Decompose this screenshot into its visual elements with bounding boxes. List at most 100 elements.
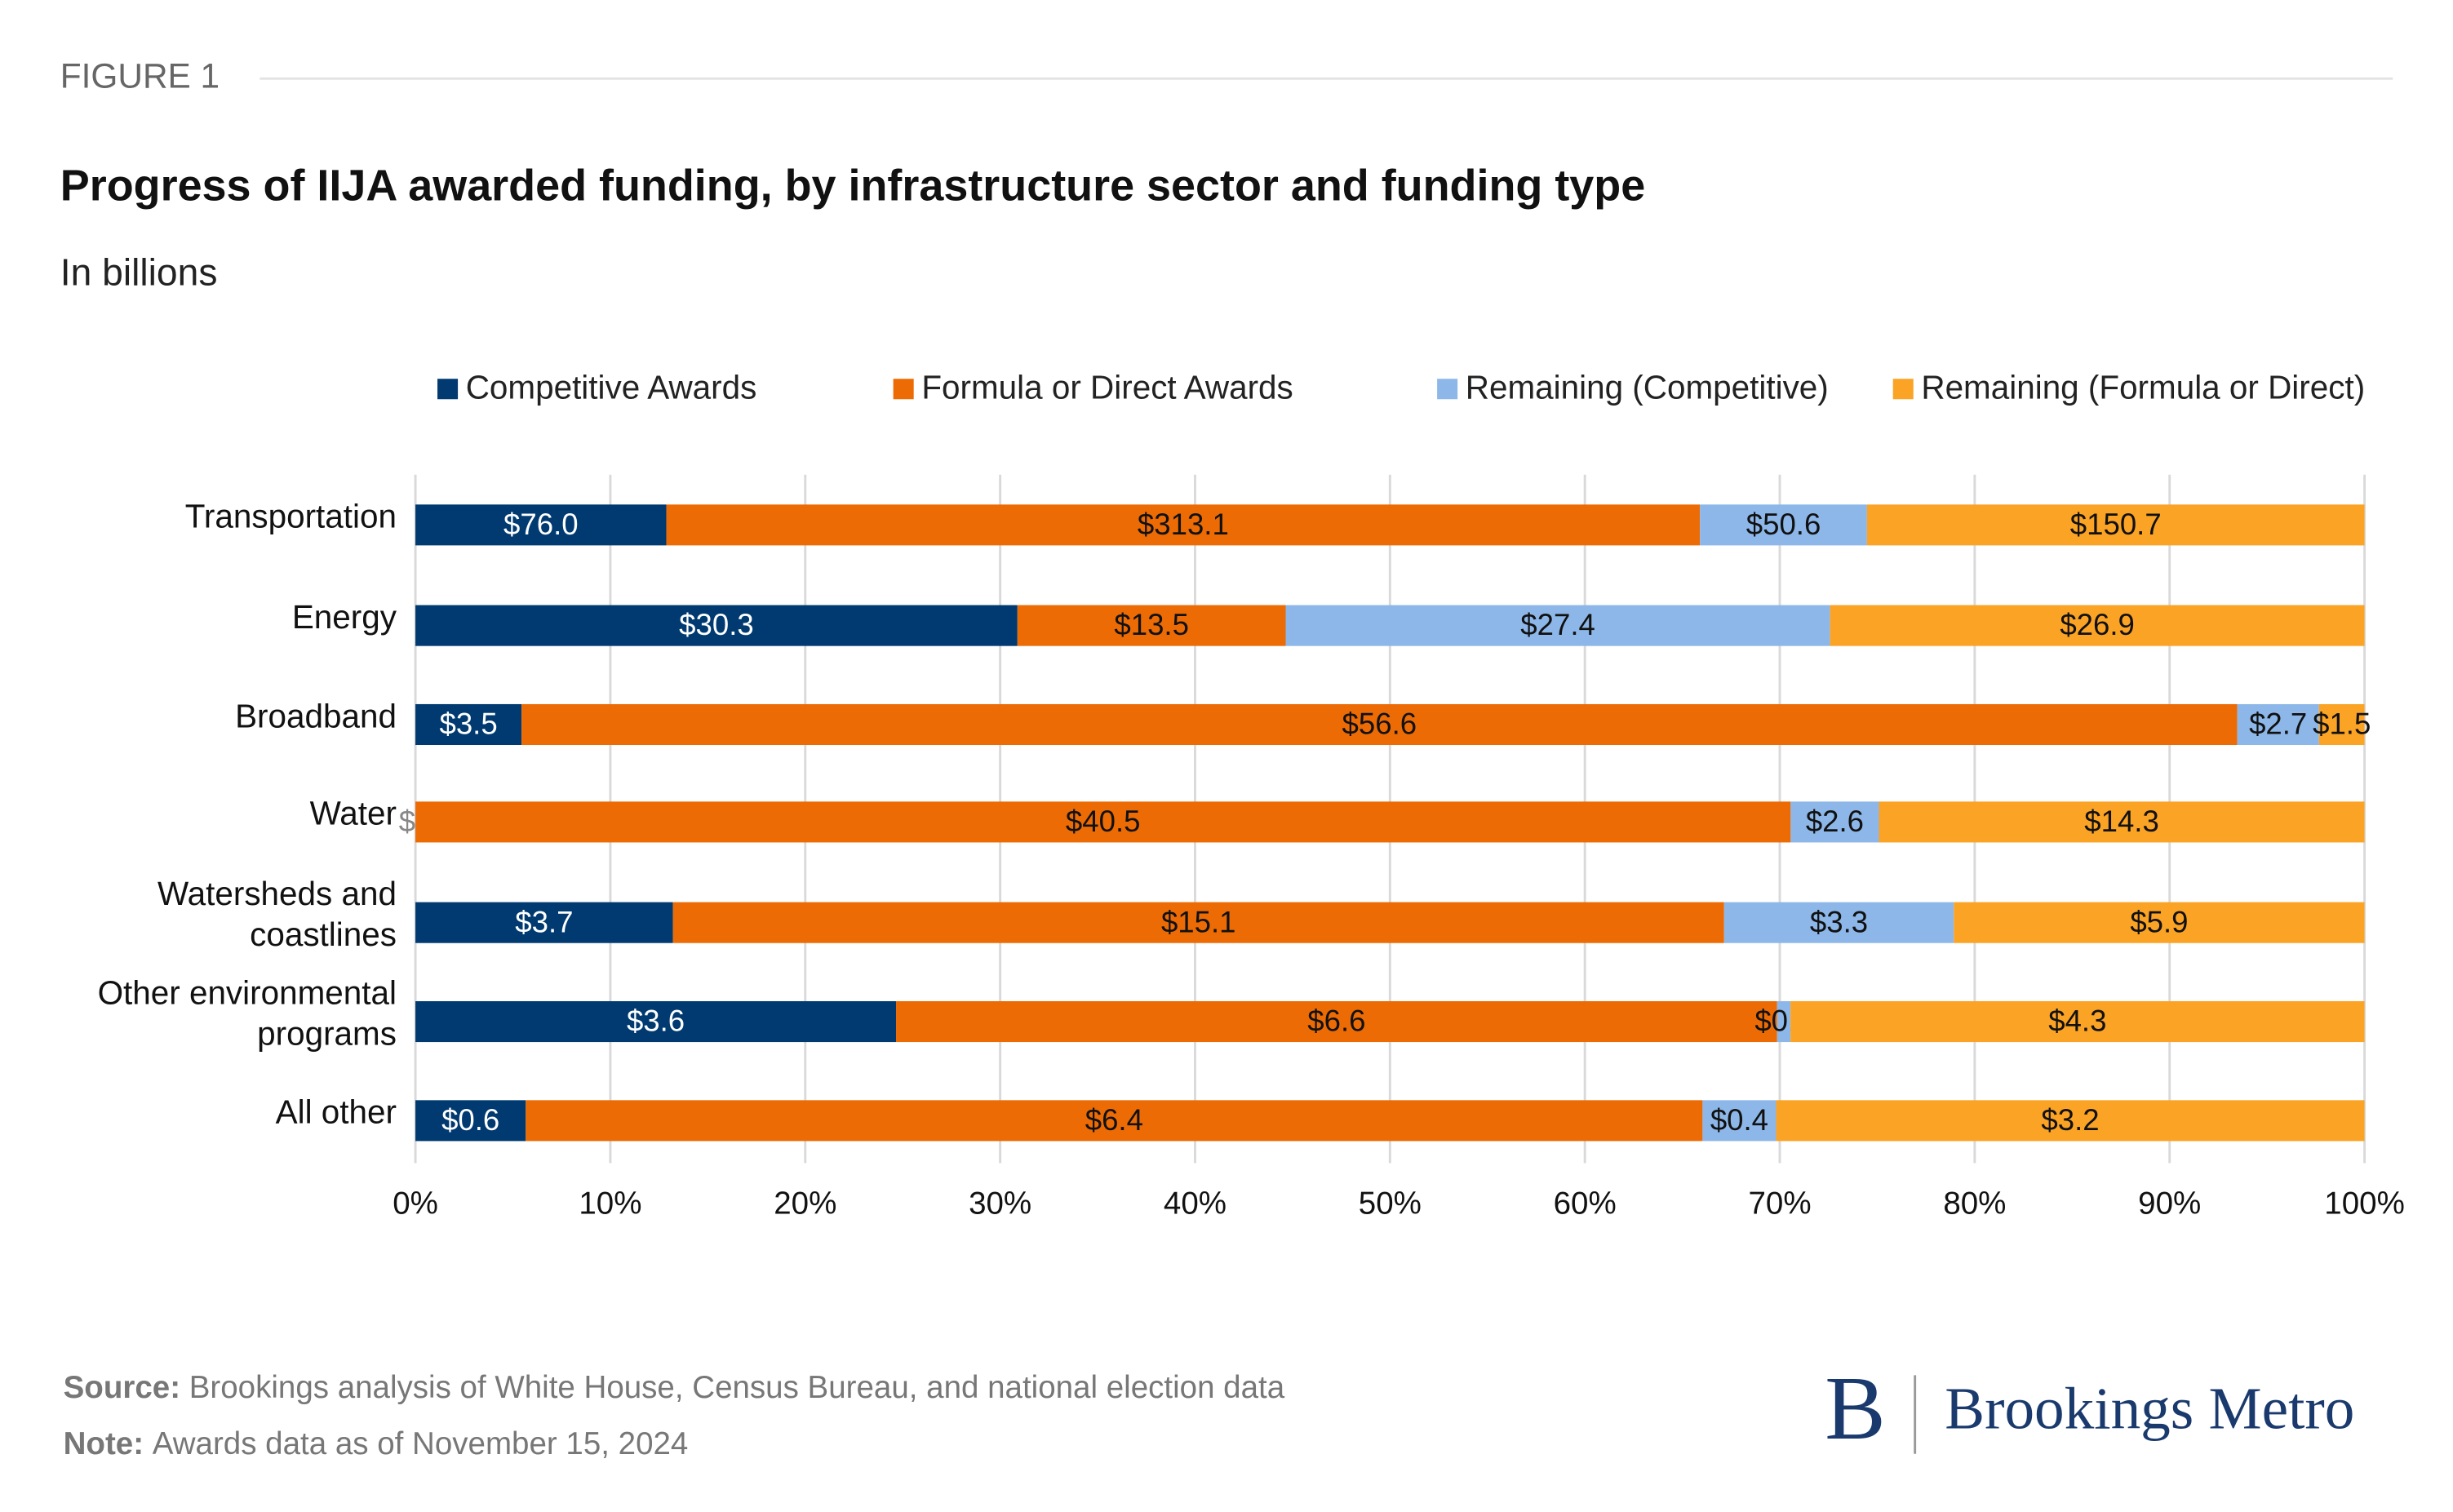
bar-segment <box>1700 504 1867 546</box>
x-tick-label: 30% <box>969 1186 1031 1222</box>
value-label: $6.6 <box>1307 1004 1365 1038</box>
category-line: Transportation <box>185 497 397 534</box>
bar-segment <box>896 1000 1777 1043</box>
value-label: $56.6 <box>1342 707 1417 741</box>
value-label: $150.7 <box>2070 508 2162 541</box>
note: Note: Awards data as of November 15, 202… <box>64 1426 689 1461</box>
y-tick-label: Energy <box>292 598 397 636</box>
category-line: Water <box>310 794 397 831</box>
legend-label: Formula or Direct Awards <box>921 368 1293 406</box>
bar-segment <box>1723 902 1954 943</box>
x-tick-label: 60% <box>1554 1186 1617 1222</box>
bar-segment <box>1017 605 1286 646</box>
value-label: $6.4 <box>1085 1103 1143 1137</box>
legend-label: Remaining (Competitive) <box>1466 368 1829 406</box>
legend-swatch <box>1892 379 1914 400</box>
bar-segment <box>415 605 1018 646</box>
bar-segment <box>2318 703 2365 746</box>
value-label: $76.0 <box>503 508 579 541</box>
legend-label: Competitive Awards <box>466 368 757 406</box>
value-label: $27.4 <box>1520 608 1595 641</box>
value-label: $0.6 <box>441 1103 499 1137</box>
chart-subtitle: In billions <box>60 251 218 293</box>
y-tick-label: Water <box>310 794 397 831</box>
value-label: $30.3 <box>679 608 754 641</box>
bar-segment <box>1790 801 1879 843</box>
y-tick-label: Transportation <box>185 497 397 534</box>
value-label: $3.5 <box>439 707 497 741</box>
bar-segment <box>2237 703 2319 746</box>
value-label: $13.5 <box>1114 608 1189 641</box>
x-tick-label: 10% <box>579 1186 641 1222</box>
bar-segment <box>415 504 667 546</box>
value-label: $5.9 <box>2130 905 2188 938</box>
value-label: $313.1 <box>1138 508 1229 541</box>
logo-text: Brookings Metro <box>1945 1375 2354 1441</box>
category-line: Broadband <box>235 697 397 734</box>
bar-segment <box>1777 1000 1791 1043</box>
value-label: $15.1 <box>1161 905 1236 938</box>
x-tick-label: 100% <box>2324 1186 2405 1222</box>
source-text: Brookings analysis of White House, Censu… <box>189 1370 1285 1405</box>
bar-segment <box>1776 1100 2365 1142</box>
bar-segment <box>1790 1000 2365 1043</box>
y-tick-label: Watersheds and coastlines <box>157 875 397 953</box>
category-line: coastlines <box>250 916 397 953</box>
note-text: Awards data as of November 15, 2024 <box>153 1426 689 1461</box>
figure-label: FIGURE 1 <box>60 56 220 95</box>
y-tick-label: Other environmental programs <box>98 973 397 1052</box>
x-tick-label: 90% <box>2138 1186 2201 1222</box>
value-label: $2.6 <box>1806 805 1864 838</box>
legend-label: Remaining (Formula or Direct) <box>1921 368 2365 406</box>
legend-swatch <box>893 379 914 400</box>
bar-segment <box>1830 605 2365 646</box>
category-line: Other environmental <box>98 973 397 1011</box>
bar-segment <box>1954 902 2365 943</box>
value-label: $14.3 <box>2084 805 2159 838</box>
value-label: $4.3 <box>2048 1004 2106 1038</box>
bar-segment <box>1879 801 2365 843</box>
value-label: $40.5 <box>1066 805 1141 838</box>
bar-segment <box>415 703 522 746</box>
value-label: $50.6 <box>1746 508 1821 541</box>
bar-segment <box>415 801 1791 843</box>
legend-swatch <box>437 379 459 400</box>
bar-segment <box>672 902 1724 943</box>
bar-segment <box>415 902 673 943</box>
bar-segment <box>521 703 2238 746</box>
bar-segment <box>666 504 1701 546</box>
x-tick-label: 20% <box>774 1186 836 1222</box>
bar-segment <box>415 1100 526 1142</box>
legend-swatch <box>1437 379 1458 400</box>
x-tick-label: 40% <box>1164 1186 1226 1222</box>
x-tick-label: 70% <box>1748 1186 1811 1222</box>
chart-title: Progress of IIJA awarded funding, by inf… <box>60 161 1645 210</box>
x-tick-label: 50% <box>1359 1186 1422 1222</box>
value-label: $3.3 <box>1810 905 1868 938</box>
category-line: programs <box>257 1014 397 1052</box>
bar-segment <box>1702 1100 1777 1142</box>
value-label: $2.7 <box>2249 707 2307 741</box>
note-label: Note: <box>64 1426 144 1461</box>
value-label: $0.4 <box>1710 1103 1768 1137</box>
y-tick-label: All other <box>276 1093 397 1130</box>
x-tick-label: 80% <box>1943 1186 2006 1222</box>
value-label: $3.6 <box>627 1004 685 1038</box>
source: Source: Brookings analysis of White Hous… <box>64 1370 1285 1405</box>
category-line: Watersheds and <box>157 875 397 912</box>
source-label: Source: <box>64 1370 180 1405</box>
value-label: $1.5 <box>2313 707 2371 741</box>
y-tick-label: Broadband <box>235 697 397 734</box>
value-label: $3.2 <box>2041 1103 2099 1137</box>
value-label: $3.7 <box>515 905 573 938</box>
category-line: All other <box>276 1093 397 1130</box>
bar-segment <box>1285 605 1830 646</box>
x-tick-label: 0% <box>393 1186 438 1222</box>
value-label: $26.9 <box>2060 608 2135 641</box>
category-line: Energy <box>292 598 397 636</box>
bar-segment <box>415 1000 897 1043</box>
bar-segment <box>1866 504 2365 546</box>
logo-letter: B <box>1825 1358 1886 1459</box>
